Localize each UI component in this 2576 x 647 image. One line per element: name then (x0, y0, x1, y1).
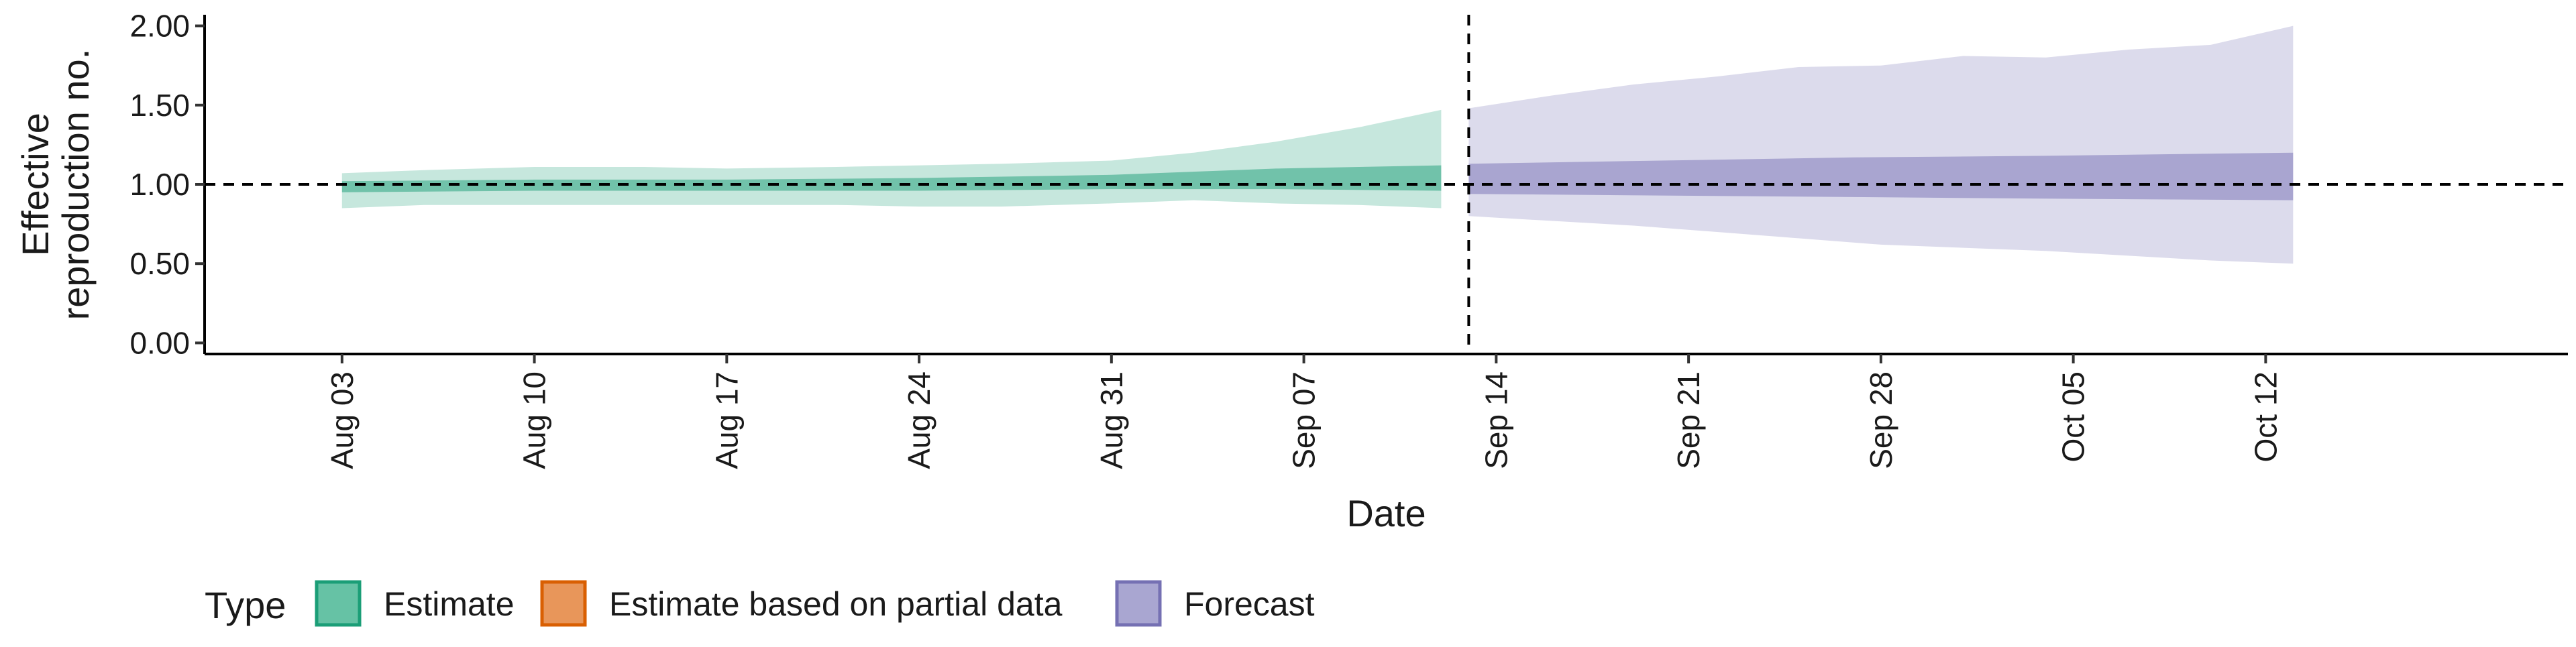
axes: 0.00 0.50 1.00 1.50 2.00 Aug 03 Aug 10 Aug 17 Au… (129, 9, 2568, 469)
x-tick-label: Aug 31 (1094, 371, 1129, 469)
band-estimate-outer (341, 109, 1442, 209)
y-tick-label: 1.50 (129, 88, 190, 123)
legend-label: Forecast (1184, 585, 1315, 623)
y-tick-label: 0.50 (129, 246, 190, 281)
reference-lines (205, 15, 2568, 354)
band-forecast-outer (1468, 25, 2294, 264)
legend-label: Estimate based on partial data (609, 585, 1063, 623)
x-tick-label: Oct 12 (2248, 371, 2283, 463)
x-tick-label: Aug 03 (325, 371, 360, 469)
x-tick-label: Sep 07 (1287, 371, 1322, 469)
x-tick-label: Sep 21 (1671, 371, 1706, 469)
y-tick-label: 0.00 (129, 325, 190, 360)
x-tick-label: Aug 10 (517, 371, 552, 469)
legend-key-forecast (1115, 580, 1162, 627)
x-tick-label: Oct 05 (2056, 371, 2091, 463)
x-axis-title: Date (1346, 492, 1426, 534)
legend-title: Type (205, 584, 286, 626)
band-forecast-inner (1468, 152, 2294, 200)
y-tick-label: 1.00 (129, 167, 190, 202)
x-tick-label: Aug 24 (902, 371, 936, 469)
legend-key-estimate (315, 580, 362, 627)
y-axis-title-line-1: Effective (14, 113, 56, 256)
legend: Type Estimate Estimate based on partial d… (205, 580, 1315, 627)
x-tick-label: Aug 17 (709, 371, 744, 469)
y-axis-title-line-2: reproduction no. (54, 49, 97, 320)
legend-label: Estimate (384, 585, 515, 623)
x-tick-label: Sep 14 (1479, 371, 1513, 469)
x-tick-label: Sep 28 (1864, 371, 1898, 469)
y-tick-label: 2.00 (129, 9, 190, 44)
legend-key-estimate-based-on-partial-data (540, 580, 587, 627)
axis-titles: Date Effective reproduction no. (14, 49, 1426, 534)
uncertainty-bands (341, 25, 2294, 264)
